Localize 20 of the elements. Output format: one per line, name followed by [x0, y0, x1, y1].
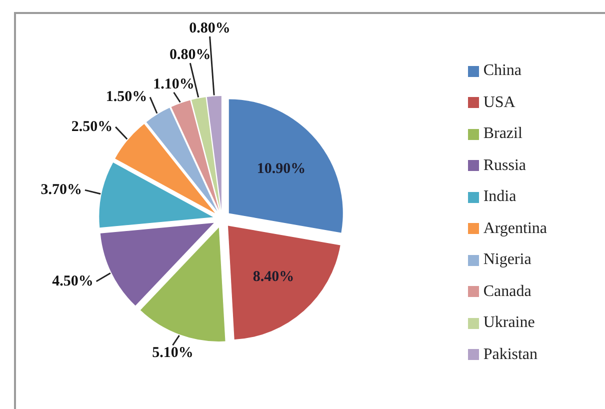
legend-label: Brazil: [483, 125, 522, 142]
legend-label: Nigeria: [483, 251, 532, 268]
legend-label: India: [483, 188, 516, 205]
data-label: 5.10%: [152, 345, 194, 362]
data-label: 8.40%: [252, 268, 294, 285]
legend-label: Ukraine: [483, 314, 535, 331]
legend-label: USA: [483, 94, 516, 110]
data-label: 1.10%: [153, 76, 194, 92]
legend-label: China: [483, 62, 522, 79]
legend-label: Russia: [483, 156, 526, 174]
legend-label: Canada: [483, 282, 532, 300]
data-label: 0.80%: [189, 20, 230, 36]
data-label: 3.70%: [40, 182, 82, 198]
legend-label: Pakistan: [483, 346, 538, 362]
data-label: 4.50%: [52, 273, 94, 290]
data-label: 1.50%: [106, 89, 148, 106]
data-label: 0.80%: [170, 47, 211, 64]
legend-label: Argentina: [483, 220, 547, 236]
data-label: 10.90%: [256, 161, 306, 178]
data-label: 2.50%: [71, 118, 113, 135]
